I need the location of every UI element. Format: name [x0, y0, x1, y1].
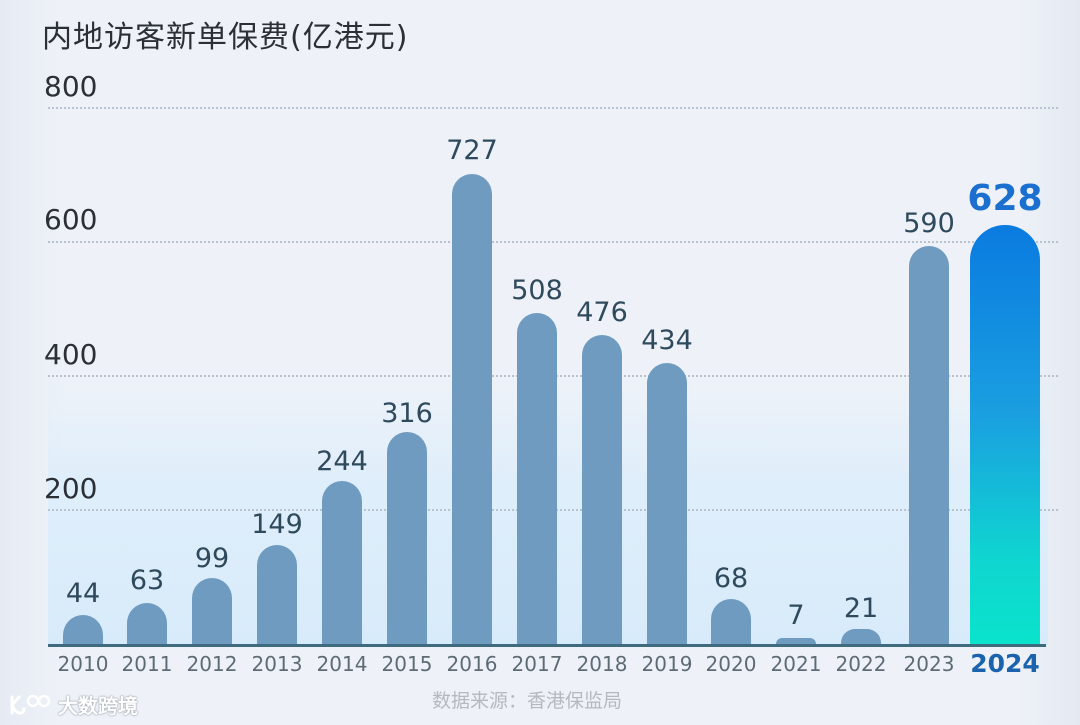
value-label-2012: 99 — [194, 543, 230, 574]
bar-2016 — [452, 174, 492, 645]
x-label-2023: 2023 — [903, 652, 955, 676]
bar-2012 — [192, 578, 232, 645]
value-label-2011: 63 — [129, 565, 165, 596]
value-label-2023: 590 — [903, 208, 955, 239]
chart-title: 内地访客新单保费(亿港元) — [42, 20, 409, 55]
y-tick-200: 200 — [44, 472, 98, 505]
value-label-2013: 149 — [251, 509, 303, 540]
watermark-text: 大数跨境 — [58, 694, 138, 718]
y-tick-800: 800 — [44, 70, 98, 103]
bar-2022 — [841, 629, 881, 645]
watermark: 大数跨境 — [8, 690, 138, 719]
gridline-800 — [48, 107, 1058, 109]
value-label-2019: 434 — [641, 325, 693, 356]
y-tick-400: 400 — [44, 338, 98, 371]
y-tick-600: 600 — [44, 203, 98, 236]
x-label-2024: 2024 — [970, 649, 1040, 678]
x-label-2022: 2022 — [835, 652, 887, 676]
bar-2019 — [647, 363, 687, 645]
x-label-2011: 2011 — [121, 652, 173, 676]
bar-2015 — [387, 432, 427, 645]
x-label-2017: 2017 — [511, 652, 563, 676]
value-label-2021: 7 — [787, 600, 805, 631]
bar-2010 — [63, 615, 103, 645]
x-label-2018: 2018 — [576, 652, 628, 676]
x-label-2015: 2015 — [381, 652, 433, 676]
bar-2013 — [257, 545, 297, 645]
value-label-2020: 68 — [713, 563, 749, 594]
x-label-2021: 2021 — [770, 652, 822, 676]
value-label-2014: 244 — [316, 446, 368, 477]
bar-2011 — [127, 603, 167, 645]
bar-2014 — [322, 481, 362, 645]
value-label-2018: 476 — [576, 297, 628, 328]
value-label-2022: 21 — [843, 593, 879, 624]
x-label-2013: 2013 — [251, 652, 303, 676]
x-label-2012: 2012 — [186, 652, 238, 676]
x-label-2020: 2020 — [705, 652, 757, 676]
x-label-2014: 2014 — [316, 652, 368, 676]
value-label-2017: 508 — [511, 275, 563, 306]
data-source-note: 数据来源：香港保监局 — [432, 690, 623, 712]
value-label-2010: 44 — [65, 578, 101, 609]
x-label-2016: 2016 — [446, 652, 498, 676]
value-label-2016: 727 — [446, 135, 498, 166]
bar-2021 — [776, 638, 816, 645]
bar-2018 — [582, 335, 622, 645]
bar-2020 — [711, 599, 751, 645]
x-label-2019: 2019 — [641, 652, 693, 676]
x-axis-baseline — [48, 644, 1046, 647]
value-label-2024: 628 — [967, 178, 1043, 219]
gridline-600 — [48, 241, 1058, 243]
value-label-2015: 316 — [381, 398, 433, 429]
watermark-logo-icon — [10, 694, 51, 715]
bar-2023 — [909, 246, 949, 645]
x-label-2010: 2010 — [57, 652, 109, 676]
bar-2024-highlight — [970, 225, 1040, 645]
bar-2017 — [517, 313, 557, 645]
